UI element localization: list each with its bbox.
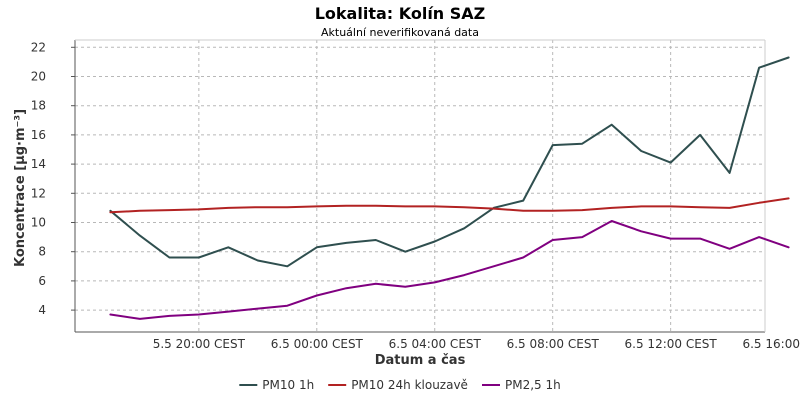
y-tick-label: 10 bbox=[31, 216, 46, 230]
legend: PM10 1h PM10 24h klouzavě PM2,5 1h bbox=[239, 378, 561, 392]
x-tick-label: 6.5 00:00 CEST bbox=[271, 337, 364, 351]
x-tick-label: 6.5 16:00 CEST bbox=[742, 337, 800, 351]
legend-label: PM10 1h bbox=[262, 378, 314, 392]
chart-title: Lokalita: Kolín SAZ bbox=[315, 4, 486, 23]
legend-item: PM10 1h bbox=[239, 378, 314, 392]
legend-item: PM2,5 1h bbox=[482, 378, 561, 392]
y-axis-label: Koncentrace [µg·m⁻³] bbox=[13, 109, 28, 267]
series-lines bbox=[109, 56, 790, 320]
legend-label: PM10 24h klouzavě bbox=[351, 378, 468, 392]
y-tick-label: 14 bbox=[31, 157, 46, 171]
legend-label: PM2,5 1h bbox=[505, 378, 561, 392]
x-axis-label: Datum a čas bbox=[375, 353, 466, 368]
chart-subtitle: Aktuální neverifikovaná data bbox=[321, 26, 479, 39]
x-tick-label: 6.5 12:00 CEST bbox=[625, 337, 718, 351]
y-tick-label: 6 bbox=[38, 274, 46, 288]
y-tick-label: 22 bbox=[31, 40, 46, 54]
series-line-0 bbox=[109, 56, 790, 268]
plot-background bbox=[75, 40, 765, 332]
y-tick-label: 20 bbox=[31, 70, 46, 84]
x-axis-ticks: 5.5 20:00 CEST 6.5 00:00 CEST 6.5 04:00 CE… bbox=[153, 337, 800, 351]
y-axis-ticks: 4 6 8 10 12 14 16 18 20 22 bbox=[31, 40, 75, 317]
x-tick-label: 6.5 08:00 CEST bbox=[507, 337, 600, 351]
y-tick-label: 12 bbox=[31, 186, 46, 200]
legend-item: PM10 24h klouzavě bbox=[328, 378, 468, 392]
series-line-2 bbox=[109, 220, 790, 320]
plot-area bbox=[74, 39, 766, 333]
x-tick-label: 5.5 20:00 CEST bbox=[153, 337, 246, 351]
y-tick-label: 4 bbox=[38, 303, 46, 317]
series-line-1 bbox=[109, 197, 790, 214]
y-tick-label: 8 bbox=[38, 245, 46, 259]
x-tick-label: 6.5 04:00 CEST bbox=[389, 337, 482, 351]
y-tick-label: 16 bbox=[31, 128, 46, 142]
y-tick-label: 18 bbox=[31, 99, 46, 113]
